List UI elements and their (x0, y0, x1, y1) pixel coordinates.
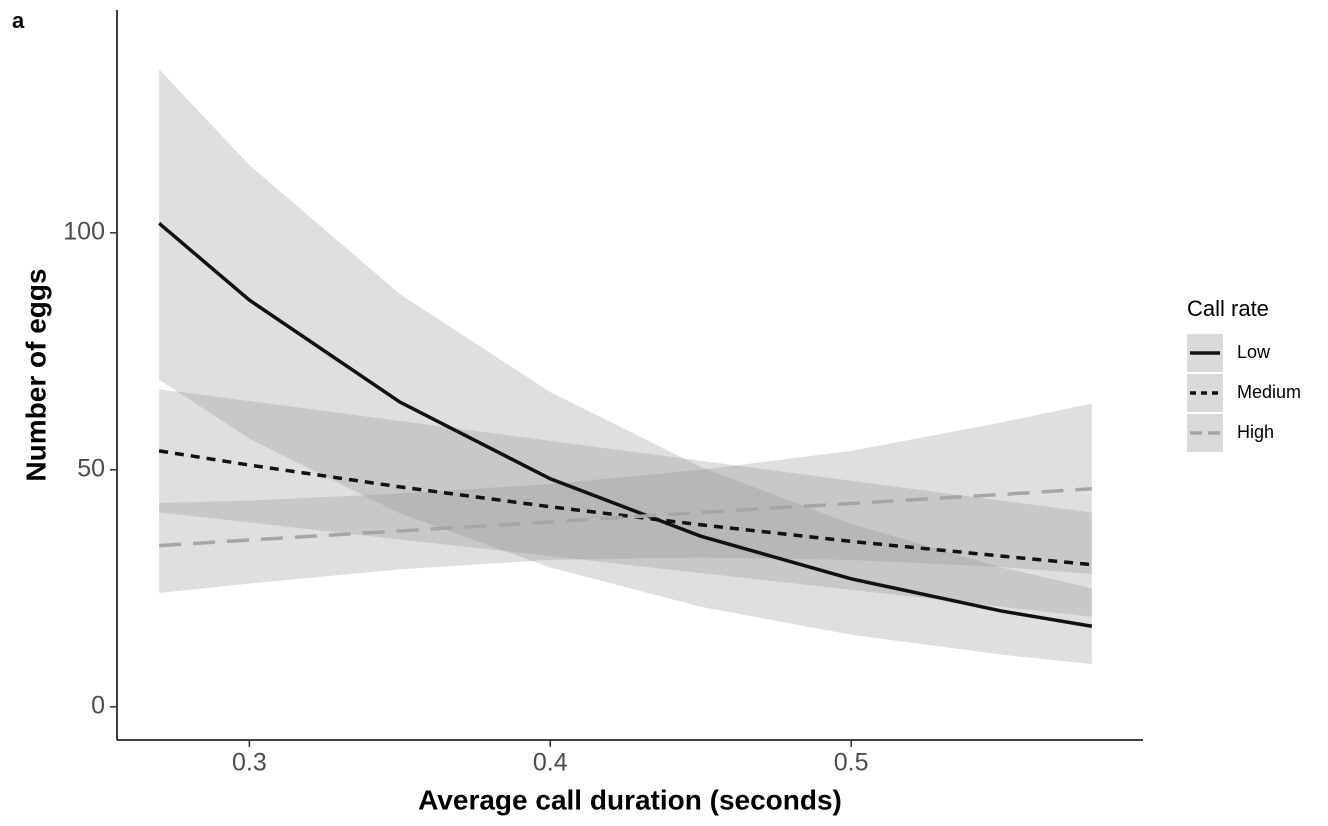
series-line (157, 221, 1093, 628)
x-tick-label: 0.3 (232, 749, 267, 777)
y-tick-label: 100 (63, 217, 105, 245)
series-line (158, 449, 1093, 567)
x-axis-title: Average call duration (seconds) (418, 784, 842, 815)
legend-label: Low (1237, 342, 1271, 362)
y-axis-title: Number of eggs (20, 268, 51, 481)
y-tick-label: 0 (91, 691, 105, 719)
x-tick-label: 0.5 (834, 749, 869, 777)
x-tick-label: 0.4 (533, 749, 568, 777)
confidence-band (159, 403, 1092, 594)
y-tick-label: 50 (77, 454, 105, 482)
legend-label: Medium (1237, 382, 1301, 402)
legend-title: Call rate (1187, 296, 1269, 321)
confidence-band (159, 389, 1092, 617)
series-line (159, 487, 1092, 548)
panel-label: a (12, 8, 25, 33)
legend-label: High (1237, 422, 1274, 442)
